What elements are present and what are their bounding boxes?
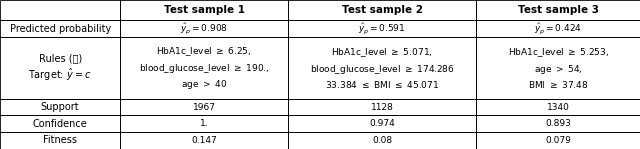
Bar xyxy=(476,37,640,99)
Bar xyxy=(120,99,288,115)
Bar xyxy=(120,20,288,37)
Bar xyxy=(476,132,640,149)
Text: 1128: 1128 xyxy=(371,103,394,112)
Bar xyxy=(288,132,476,149)
Text: $\hat{y}_p = 0.908$: $\hat{y}_p = 0.908$ xyxy=(180,21,228,36)
Text: 0.08: 0.08 xyxy=(372,136,392,145)
Bar xyxy=(120,115,288,132)
Text: 0.079: 0.079 xyxy=(545,136,571,145)
Bar xyxy=(476,132,640,149)
Text: Test sample 3: Test sample 3 xyxy=(518,5,598,15)
Bar xyxy=(120,37,288,99)
Bar xyxy=(288,37,476,99)
Text: 0.893: 0.893 xyxy=(545,119,571,128)
Text: Predicted probability: Predicted probability xyxy=(10,24,111,34)
Bar xyxy=(288,0,476,20)
Bar xyxy=(0,132,120,149)
Bar xyxy=(0,20,120,37)
Text: Test sample 2: Test sample 2 xyxy=(342,5,422,15)
Bar xyxy=(0,132,120,149)
Text: $\hat{y}_p = 0.591$: $\hat{y}_p = 0.591$ xyxy=(358,21,406,36)
Text: 1967: 1967 xyxy=(193,103,216,112)
Text: 0.974: 0.974 xyxy=(369,119,395,128)
Bar xyxy=(0,20,120,37)
Bar xyxy=(120,132,288,149)
Bar xyxy=(120,0,288,20)
Bar xyxy=(476,99,640,115)
Text: Rules (⍘)
Target: $\hat{y} = c$: Rules (⍘) Target: $\hat{y} = c$ xyxy=(29,53,92,83)
Bar xyxy=(288,37,476,99)
Text: Fitness: Fitness xyxy=(43,135,77,145)
Bar xyxy=(0,115,120,132)
Bar xyxy=(288,115,476,132)
Bar xyxy=(476,0,640,20)
Text: HbA1c_level $\geq$ 6.25,
blood_glucose_level $\geq$ 190.,
age $>$ 40: HbA1c_level $\geq$ 6.25, blood_glucose_l… xyxy=(139,46,269,91)
Bar xyxy=(288,20,476,37)
Text: 1340: 1340 xyxy=(547,103,570,112)
Text: Confidence: Confidence xyxy=(33,119,88,129)
Bar xyxy=(476,20,640,37)
Bar xyxy=(120,115,288,132)
Bar xyxy=(0,37,120,99)
Text: 1.: 1. xyxy=(200,119,209,128)
Bar xyxy=(288,99,476,115)
Bar xyxy=(120,0,288,20)
Bar xyxy=(476,20,640,37)
Bar xyxy=(120,99,288,115)
Bar xyxy=(0,0,120,20)
Bar xyxy=(288,20,476,37)
Bar xyxy=(0,115,120,132)
Bar xyxy=(120,37,288,99)
Bar xyxy=(476,115,640,132)
Bar xyxy=(120,20,288,37)
Text: $\hat{y}_p = 0.424$: $\hat{y}_p = 0.424$ xyxy=(534,21,582,36)
Bar xyxy=(288,115,476,132)
Text: 0.147: 0.147 xyxy=(191,136,217,145)
Bar xyxy=(288,0,476,20)
Bar xyxy=(0,37,120,99)
Bar xyxy=(288,132,476,149)
Bar xyxy=(0,99,120,115)
Bar xyxy=(288,99,476,115)
Text: HbA1c_level $\geq$ 5.071,
blood_glucose_level $\geq$ 174.286
33.384 $\leq$ BMI $: HbA1c_level $\geq$ 5.071, blood_glucose_… xyxy=(310,47,454,90)
Bar xyxy=(476,115,640,132)
Text: HbA1c_level $\geq$ 5.253,
age $>$ 54,
BMI $\geq$ 37.48: HbA1c_level $\geq$ 5.253, age $>$ 54, BM… xyxy=(508,47,609,90)
Text: Support: Support xyxy=(41,102,79,112)
Bar xyxy=(0,0,120,20)
Text: Test sample 1: Test sample 1 xyxy=(164,5,244,15)
Bar xyxy=(120,132,288,149)
Bar xyxy=(476,99,640,115)
Bar xyxy=(476,37,640,99)
Bar xyxy=(476,0,640,20)
Bar xyxy=(0,99,120,115)
